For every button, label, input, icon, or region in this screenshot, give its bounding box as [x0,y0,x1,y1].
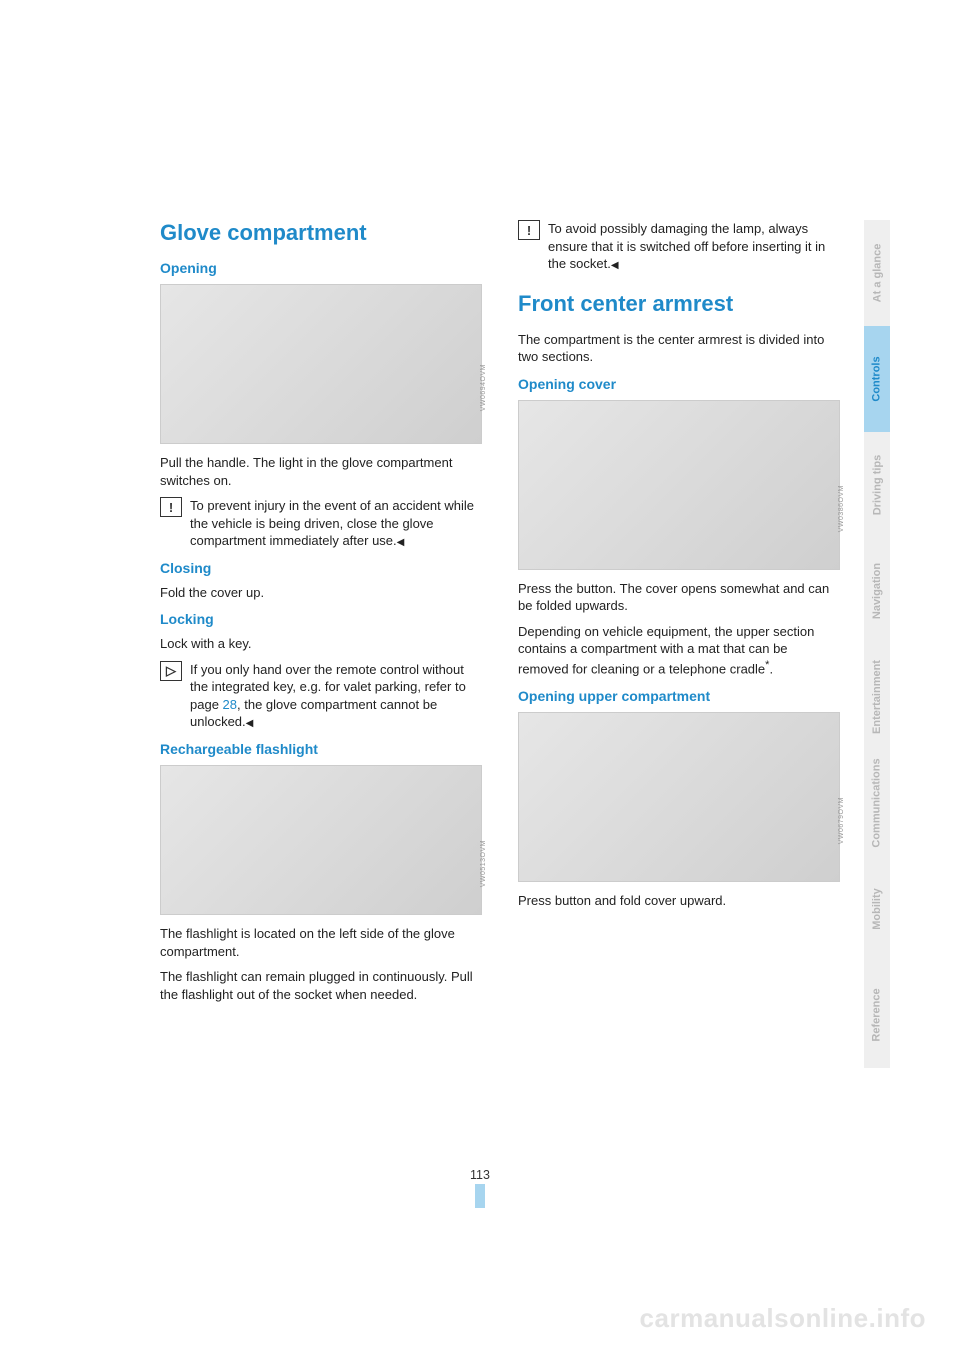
figure-flashlight: VW0513OVM [160,765,482,915]
end-marker-icon: ◀ [611,260,619,271]
tab-entertainment[interactable]: Entertainment [864,644,890,750]
subheading-upper-compartment: Opening upper compartment [518,688,840,704]
figure-upper-compartment: VW0679OVM [518,712,840,882]
figure-code: VW0694OVM [480,364,487,411]
tab-navigation[interactable]: Navigation [864,538,890,644]
page-number-bar [475,1184,485,1208]
tab-label: Navigation [871,563,883,619]
tab-label: Driving tips [871,455,883,516]
right-column: ! To avoid possibly damaging the lamp, a… [518,220,840,1011]
subheading-opening: Opening [160,260,482,276]
warning-note: ! To prevent injury in the event of an a… [160,497,482,550]
note-text-content: To avoid possibly damaging the lamp, alw… [548,221,825,271]
note-text-content: To prevent injury in the event of an acc… [190,498,474,548]
info-icon: ▷ [160,661,182,681]
figure-code: VW0679OVM [838,797,845,844]
section-heading-armrest: Front center armrest [518,291,840,317]
figure-glove-opening: VW0694OVM [160,284,482,444]
page-reference-link[interactable]: 28 [223,697,237,712]
subheading-locking: Locking [160,611,482,627]
manual-page: Glove compartment Opening VW0694OVM Pull… [0,0,960,1358]
tab-label: Communications [871,758,883,847]
warning-icon: ! [518,220,540,240]
figure-code: VW0513OVM [480,840,487,887]
subheading-flashlight: Rechargeable flashlight [160,741,482,757]
tab-at-a-glance[interactable]: At a glance [864,220,890,326]
paragraph: Pull the handle. The light in the glove … [160,454,482,489]
note-text: To prevent injury in the event of an acc… [190,497,482,550]
warning-note: ! To avoid possibly damaging the lamp, a… [518,220,840,273]
tab-controls[interactable]: Controls [864,326,890,432]
side-tabs: At a glance Controls Driving tips Naviga… [864,220,890,1068]
tab-label: At a glance [871,244,883,303]
left-column: Glove compartment Opening VW0694OVM Pull… [160,220,482,1011]
tab-mobility[interactable]: Mobility [864,856,890,962]
paragraph: Depending on vehicle equipment, the uppe… [518,623,840,678]
watermark: carmanualsonline.info [640,1303,926,1334]
warning-icon: ! [160,497,182,517]
paragraph: Press the button. The cover opens somewh… [518,580,840,615]
note-text: To avoid possibly damaging the lamp, alw… [548,220,840,273]
paragraph: Lock with a key. [160,635,482,653]
tab-label: Entertainment [871,660,883,734]
tab-reference[interactable]: Reference [864,962,890,1068]
info-note: ▷ If you only hand over the remote contr… [160,661,482,731]
figure-code: VW0386OVM [838,485,845,532]
paragraph: Fold the cover up. [160,584,482,602]
subheading-opening-cover: Opening cover [518,376,840,392]
para-post: . [769,661,773,676]
figure-armrest-cover: VW0386OVM [518,400,840,570]
paragraph: Press button and fold cover upward. [518,892,840,910]
content-columns: Glove compartment Opening VW0694OVM Pull… [160,220,840,1011]
paragraph: The flashlight can remain plugged in con… [160,968,482,1003]
end-marker-icon: ◀ [397,537,405,548]
tab-label: Controls [871,356,883,401]
subheading-closing: Closing [160,560,482,576]
paragraph: The compartment is the center armrest is… [518,331,840,366]
section-heading-glove: Glove compartment [160,220,482,246]
paragraph: The flashlight is located on the left si… [160,925,482,960]
tab-label: Mobility [871,888,883,930]
note-text: If you only hand over the remote control… [190,661,482,731]
tab-label: Reference [871,988,883,1041]
tab-communications[interactable]: Communications [864,750,890,856]
page-footer: 113 [0,1138,960,1208]
page-number: 113 [0,1168,960,1182]
end-marker-icon: ◀ [246,718,254,729]
tab-driving-tips[interactable]: Driving tips [864,432,890,538]
